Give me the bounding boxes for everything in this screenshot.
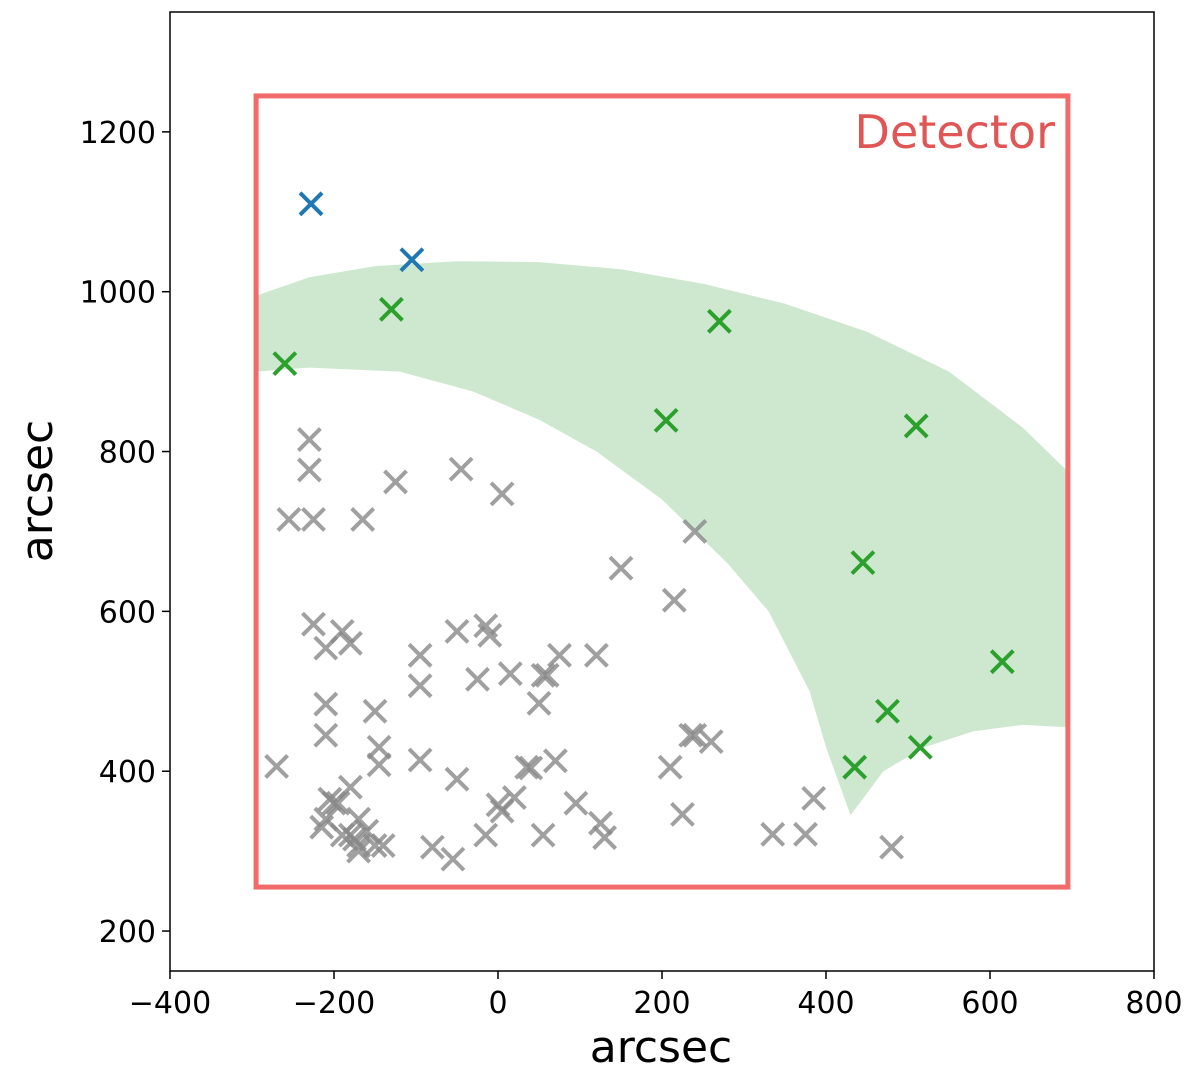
x-axis-label: arcsec <box>590 1022 732 1073</box>
data-point <box>583 642 609 668</box>
data-point <box>661 587 687 613</box>
y-tick-label: 1000 <box>80 276 156 311</box>
data-point <box>407 642 433 668</box>
y-tick-label: 400 <box>99 755 156 790</box>
data-point <box>370 833 396 858</box>
data-point <box>313 635 339 661</box>
data-point <box>760 821 786 847</box>
detector-label: Detector <box>855 105 1056 159</box>
data-point <box>264 753 290 779</box>
data-point <box>793 821 818 847</box>
detector-rect <box>253 93 1071 890</box>
data-point <box>530 822 556 848</box>
detector-layer <box>253 93 1071 890</box>
data-point <box>346 833 372 858</box>
data-point <box>907 734 933 760</box>
data-point <box>407 747 433 773</box>
data-point <box>366 752 392 778</box>
x-tick-label: 400 <box>797 986 854 1021</box>
data-point <box>518 755 544 781</box>
x-tick-label: 600 <box>961 986 1018 1021</box>
data-point <box>514 754 540 780</box>
data-point <box>497 661 523 687</box>
data-point <box>592 825 618 850</box>
data-point <box>682 722 708 748</box>
y-axis-label: arcsec <box>12 420 63 562</box>
data-point <box>678 722 704 748</box>
data-point <box>448 456 474 482</box>
series-0 <box>264 427 905 872</box>
y-tick-label: 1200 <box>80 116 156 151</box>
data-point <box>465 666 490 692</box>
series-2 <box>298 191 425 273</box>
data-point <box>362 698 388 724</box>
data-point <box>670 801 695 827</box>
data-point <box>301 507 326 532</box>
x-tick-label: 200 <box>633 986 690 1021</box>
data-point <box>563 790 589 816</box>
x-tick-label: 800 <box>1125 986 1182 1021</box>
ticks-layer: −400 −200 0 200 400 600 800 200 400 600 800 1000 120… <box>80 116 1183 1021</box>
data-point <box>350 507 376 532</box>
data-point <box>298 191 324 217</box>
data-point <box>272 351 298 377</box>
data-point <box>325 790 351 816</box>
data-point <box>547 642 572 668</box>
data-point <box>534 662 560 688</box>
data-point <box>477 622 503 648</box>
data-point <box>657 754 683 780</box>
data-point <box>989 649 1015 675</box>
shaded-band <box>256 261 1068 816</box>
data-point <box>366 734 392 760</box>
data-point <box>842 754 868 780</box>
x-tick-label: −200 <box>293 986 375 1021</box>
data-point <box>542 748 568 774</box>
data-point <box>313 722 339 748</box>
data-point <box>383 469 408 495</box>
data-point <box>879 834 905 860</box>
y-tick-label: 200 <box>99 915 156 950</box>
data-point <box>801 785 827 811</box>
data-point <box>875 698 900 724</box>
data-point <box>407 673 433 699</box>
data-point <box>444 766 470 792</box>
data-point <box>276 507 302 532</box>
data-point <box>313 691 339 717</box>
data-point <box>399 247 425 273</box>
data-point <box>378 296 404 322</box>
data-point <box>682 519 708 544</box>
data-point <box>526 690 552 716</box>
x-tick-label: −400 <box>129 986 211 1021</box>
data-point <box>501 785 527 810</box>
data-point <box>440 846 466 872</box>
data-point <box>313 806 339 832</box>
data-point <box>653 407 679 433</box>
data-point <box>608 555 634 581</box>
data-point <box>473 822 499 848</box>
series-1 <box>272 296 1015 780</box>
data-point <box>530 662 556 688</box>
data-point <box>309 814 335 840</box>
y-tick-label: 800 <box>99 436 156 471</box>
data-point <box>850 550 876 576</box>
data-point <box>296 427 322 452</box>
data-point <box>301 611 326 637</box>
data-point <box>337 630 363 656</box>
band-layer <box>256 261 1068 816</box>
data-point <box>444 618 470 644</box>
y-tick-label: 600 <box>99 595 156 630</box>
data-point <box>337 774 363 800</box>
x-tick-label: 0 <box>488 986 507 1021</box>
data-point <box>588 810 613 836</box>
data-point <box>698 729 724 755</box>
data-point <box>706 308 732 334</box>
data-point <box>489 481 515 507</box>
data-point <box>296 457 322 483</box>
points-layer <box>264 191 1015 872</box>
data-point <box>903 413 929 439</box>
data-point <box>419 834 445 860</box>
